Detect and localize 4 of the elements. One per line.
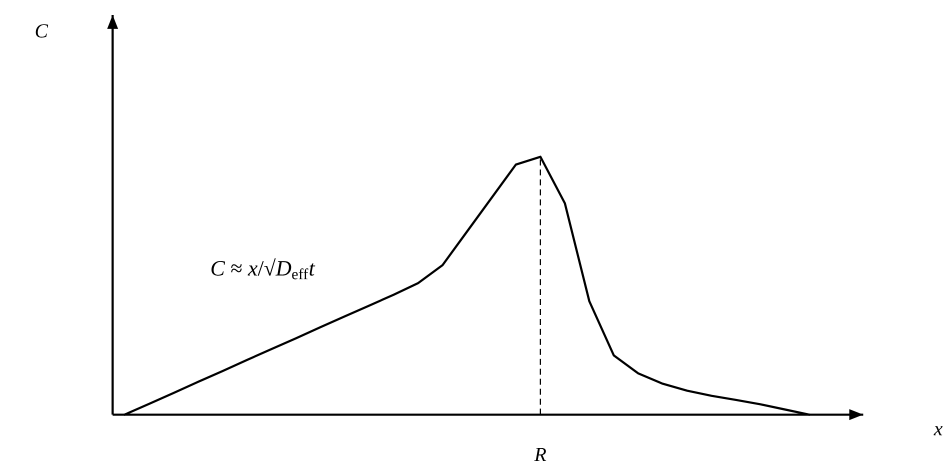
- text: R: [534, 448, 546, 461]
- annotation: C ≈ x/√D$_{eff}$t: [212, 258, 316, 280]
- text: C: [36, 24, 48, 38]
- text: x: [934, 426, 943, 435]
